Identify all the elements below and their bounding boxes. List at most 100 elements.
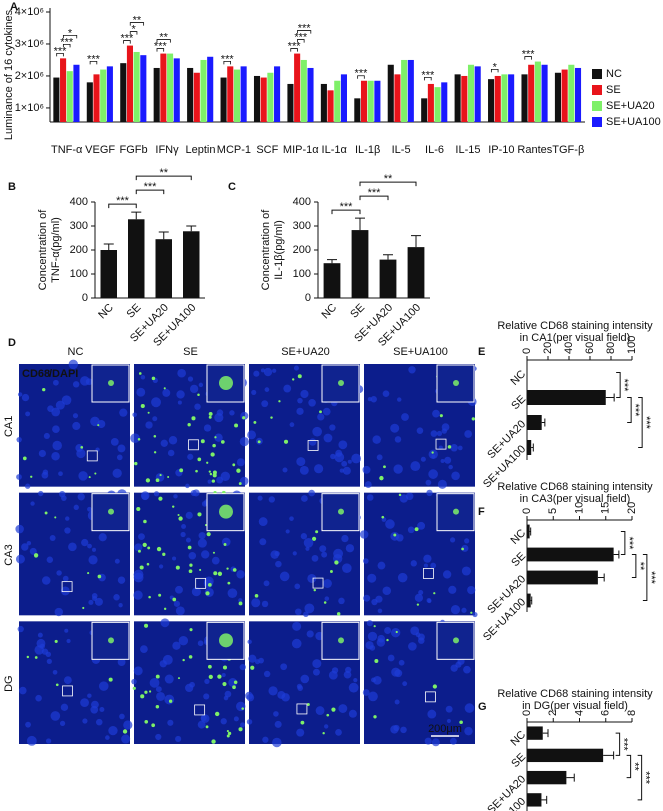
cd68-cell — [459, 720, 463, 725]
significance-label: *** — [645, 571, 657, 585]
nucleus — [26, 540, 32, 546]
nucleus — [296, 728, 305, 737]
bar — [527, 726, 543, 740]
nucleus — [131, 678, 137, 685]
nucleus — [263, 580, 270, 587]
x-tick-label: 0 — [521, 348, 533, 354]
cd68-cell — [471, 417, 475, 421]
bar — [133, 51, 140, 122]
nucleus — [133, 666, 143, 676]
cd68-cell — [44, 511, 48, 515]
row-label: DG — [3, 675, 15, 692]
significance-bracket — [637, 754, 643, 801]
x-tick-label: 80 — [605, 342, 617, 354]
cd68-cell — [159, 474, 162, 477]
cd68-cell — [187, 423, 191, 427]
chart-title: in DG(per visual field) — [522, 700, 628, 712]
x-tick-label: 15 — [600, 502, 612, 514]
x-tick-label: 20 — [626, 502, 638, 514]
cd68-cell — [144, 690, 148, 694]
error-bar — [103, 243, 114, 250]
significance-bracket — [223, 60, 231, 65]
nucleus — [449, 737, 457, 745]
nucleus — [160, 439, 168, 447]
cd68-cell — [147, 546, 151, 550]
cd68-cell — [283, 439, 289, 444]
nucleus — [187, 453, 194, 460]
nucleus — [160, 618, 170, 628]
nucleus — [112, 468, 122, 478]
cd68-cell — [177, 677, 181, 680]
nucleus — [51, 407, 61, 417]
nucleus — [390, 628, 401, 638]
nucleus — [189, 681, 195, 688]
nucleus — [191, 587, 201, 597]
bar — [340, 74, 347, 122]
nucleus — [117, 658, 126, 666]
nucleus — [214, 413, 224, 423]
cd68-cell — [191, 416, 196, 421]
cd68-cell — [431, 451, 434, 454]
nucleus — [236, 458, 245, 467]
significance-bracket — [627, 397, 632, 423]
inset-cell — [453, 380, 459, 386]
cd68-cell — [238, 601, 243, 606]
nucleus — [299, 465, 309, 475]
scale-bar-label: 200μm — [428, 723, 462, 735]
nucleus — [173, 494, 178, 499]
significance-label: *** — [144, 181, 158, 193]
stain-label: /DAPI — [49, 368, 78, 380]
error-bar — [541, 795, 548, 804]
cd68-cell — [222, 665, 228, 670]
x-tick-label: Rantes — [517, 144, 552, 156]
nucleus — [330, 453, 336, 460]
bar — [574, 67, 582, 122]
nucleus — [294, 583, 301, 590]
nucleus — [438, 445, 443, 450]
cd68-cell — [197, 457, 202, 462]
nucleus — [58, 471, 63, 477]
x-tick-label: IL-15 — [455, 144, 480, 156]
x-tick-label: MIP-1α — [283, 144, 319, 156]
cd68-cell — [214, 711, 220, 717]
nucleus — [368, 691, 378, 702]
cd68-cell — [195, 469, 198, 473]
roi-box — [307, 440, 319, 451]
nucleus — [303, 611, 309, 618]
nucleus — [185, 483, 190, 489]
nucleus — [247, 639, 252, 645]
bar — [220, 77, 227, 122]
nucleus — [78, 471, 88, 481]
cd68-cell — [147, 411, 150, 414]
cd68-cell — [254, 594, 259, 598]
x-tick-label: MCP-1 — [217, 144, 251, 156]
bar — [100, 250, 117, 298]
nucleus — [308, 398, 316, 407]
y-axis-title: Luminance of 16 cytokines — [3, 9, 15, 140]
nucleus — [397, 397, 402, 402]
nucleus — [140, 645, 148, 653]
nucleus — [188, 551, 197, 560]
nucleus — [442, 570, 452, 579]
cd68-cell — [26, 655, 30, 659]
inset — [91, 621, 130, 660]
nucleus — [440, 458, 445, 464]
nucleus — [394, 436, 402, 443]
nucleus — [92, 547, 97, 552]
nucleus — [80, 698, 89, 708]
significance-label: ** — [159, 31, 168, 43]
nucleus — [272, 737, 282, 748]
nucleus — [66, 638, 71, 644]
bar — [227, 66, 234, 122]
nucleus — [405, 492, 414, 501]
nucleus — [314, 464, 324, 474]
nucleus — [91, 700, 99, 709]
bar — [434, 87, 441, 122]
cd68-cell — [211, 479, 216, 483]
bar — [554, 72, 561, 122]
nucleus — [172, 641, 181, 650]
y-tick-label: 200 — [293, 244, 311, 256]
legend-swatch — [592, 85, 602, 95]
bar — [100, 69, 107, 122]
x-tick-label: SE — [348, 302, 367, 321]
